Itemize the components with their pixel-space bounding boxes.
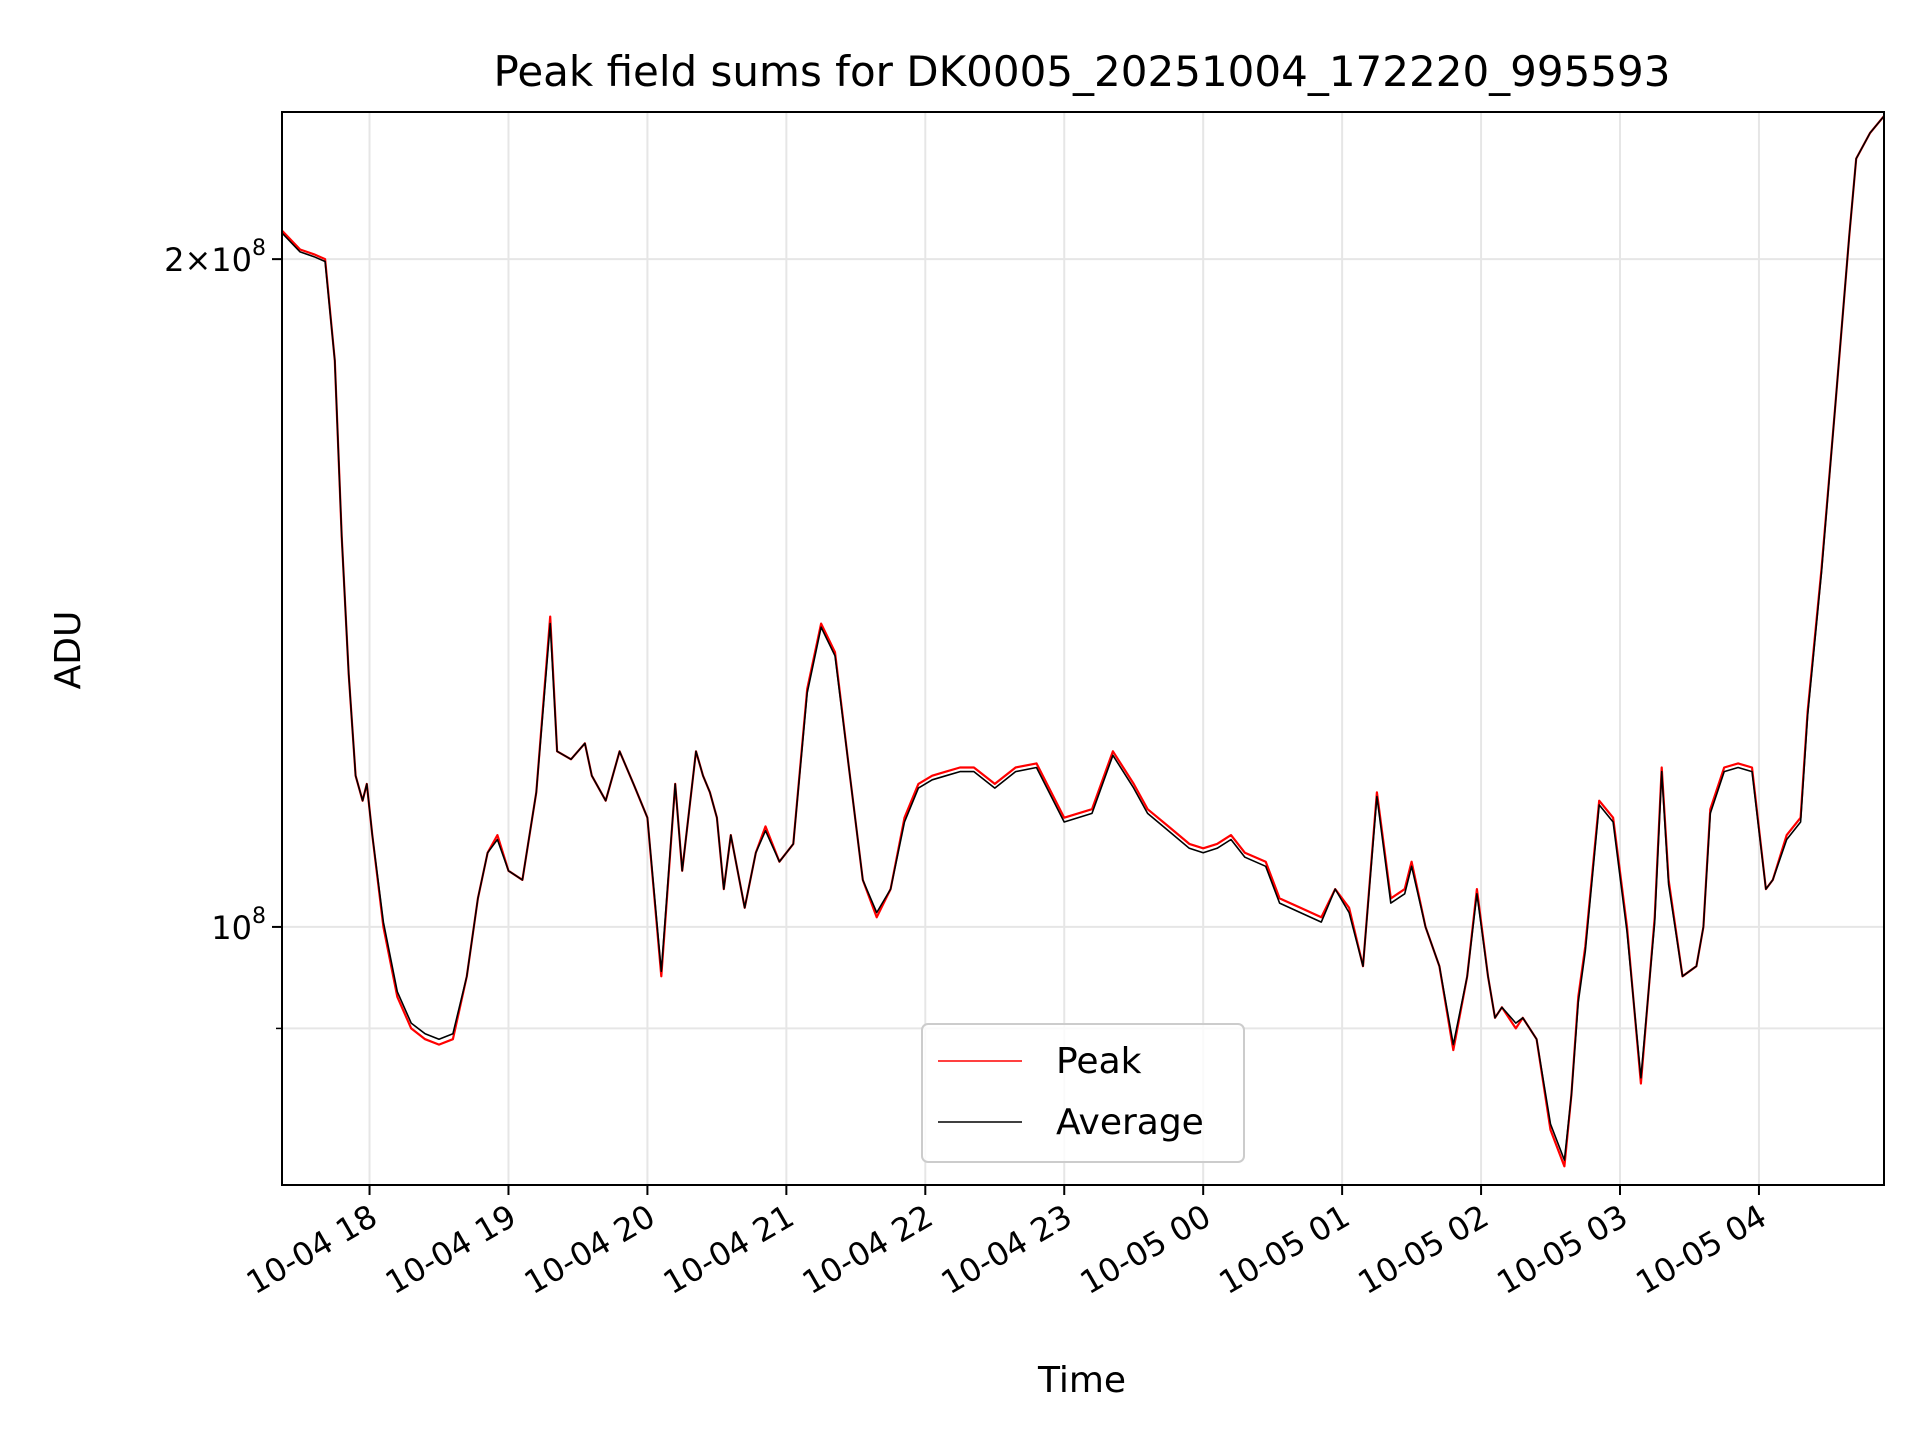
plot-lines [281, 115, 1885, 1168]
y-axis-label: ADU [48, 611, 89, 690]
legend-label-average: Average [1056, 1102, 1204, 1143]
y-tick-label: 108 [211, 904, 266, 947]
legend: Peak Average [921, 1023, 1245, 1163]
legend-box [921, 1023, 1245, 1163]
plot-frame [281, 111, 1885, 1186]
x-axis-label: Time [1037, 1360, 1126, 1401]
chart-title: Peak field sums for DK0005_20251004_1722… [493, 47, 1670, 96]
y-ticks: 108 2×108 [164, 236, 282, 1030]
legend-label-peak: Peak [1056, 1041, 1142, 1082]
y-tick-label: 2×108 [164, 236, 266, 279]
series-line-average [281, 115, 1885, 1161]
